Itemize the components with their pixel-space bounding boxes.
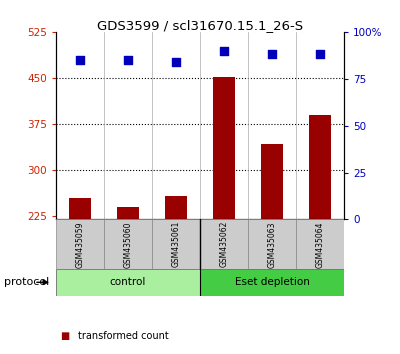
Text: control: control [110,277,146,287]
Point [173,59,179,65]
Text: protocol: protocol [4,277,49,287]
Point [77,57,83,63]
Text: GSM435061: GSM435061 [172,221,180,268]
Point [221,48,227,53]
Text: Eset depletion: Eset depletion [234,277,310,287]
Bar [69,198,91,219]
Point [269,52,275,57]
Text: transformed count: transformed count [78,331,169,341]
Text: GDS3599 / scl31670.15.1_26-S: GDS3599 / scl31670.15.1_26-S [97,19,303,33]
Bar [56,219,104,269]
Bar [165,196,187,219]
Bar [213,77,235,219]
Bar [296,219,344,269]
Bar [200,269,344,296]
Bar [117,207,139,219]
Point [125,57,131,63]
Text: GSM435062: GSM435062 [220,221,228,268]
Bar [261,144,283,219]
Bar [56,269,200,296]
Text: ■: ■ [60,331,69,341]
Text: GSM435059: GSM435059 [76,221,84,268]
Bar [152,219,200,269]
Point [317,52,323,57]
Bar [200,219,248,269]
Text: GSM435060: GSM435060 [124,221,132,268]
Text: GSM435063: GSM435063 [268,221,276,268]
Text: GSM435064: GSM435064 [316,221,324,268]
Bar [248,219,296,269]
Bar [104,219,152,269]
Bar [309,115,331,219]
